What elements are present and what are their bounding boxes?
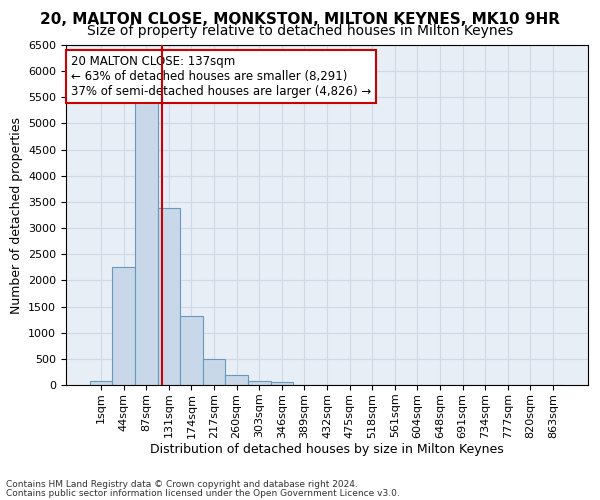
Bar (248, 380, 271, 385)
Bar (203, 360, 226, 385)
Text: Size of property relative to detached houses in Milton Keynes: Size of property relative to detached ho… (87, 24, 513, 38)
Bar (112, 267, 135, 385)
Text: 20 MALTON CLOSE: 137sqm
← 63% of detached houses are smaller (8,291)
37% of semi: 20 MALTON CLOSE: 137sqm ← 63% of detache… (71, 55, 371, 98)
Bar (135, 102, 158, 385)
Bar (180, 316, 203, 385)
Bar (90, 381, 112, 385)
X-axis label: Distribution of detached houses by size in Milton Keynes: Distribution of detached houses by size … (150, 444, 504, 456)
Bar (158, 208, 180, 385)
Bar (271, 382, 293, 385)
Y-axis label: Number of detached properties: Number of detached properties (10, 116, 23, 314)
Text: 20, MALTON CLOSE, MONKSTON, MILTON KEYNES, MK10 9HR: 20, MALTON CLOSE, MONKSTON, MILTON KEYNE… (40, 12, 560, 28)
Text: Contains HM Land Registry data © Crown copyright and database right 2024.: Contains HM Land Registry data © Crown c… (6, 480, 358, 489)
Bar (226, 375, 248, 385)
Text: Contains public sector information licensed under the Open Government Licence v3: Contains public sector information licen… (6, 489, 400, 498)
